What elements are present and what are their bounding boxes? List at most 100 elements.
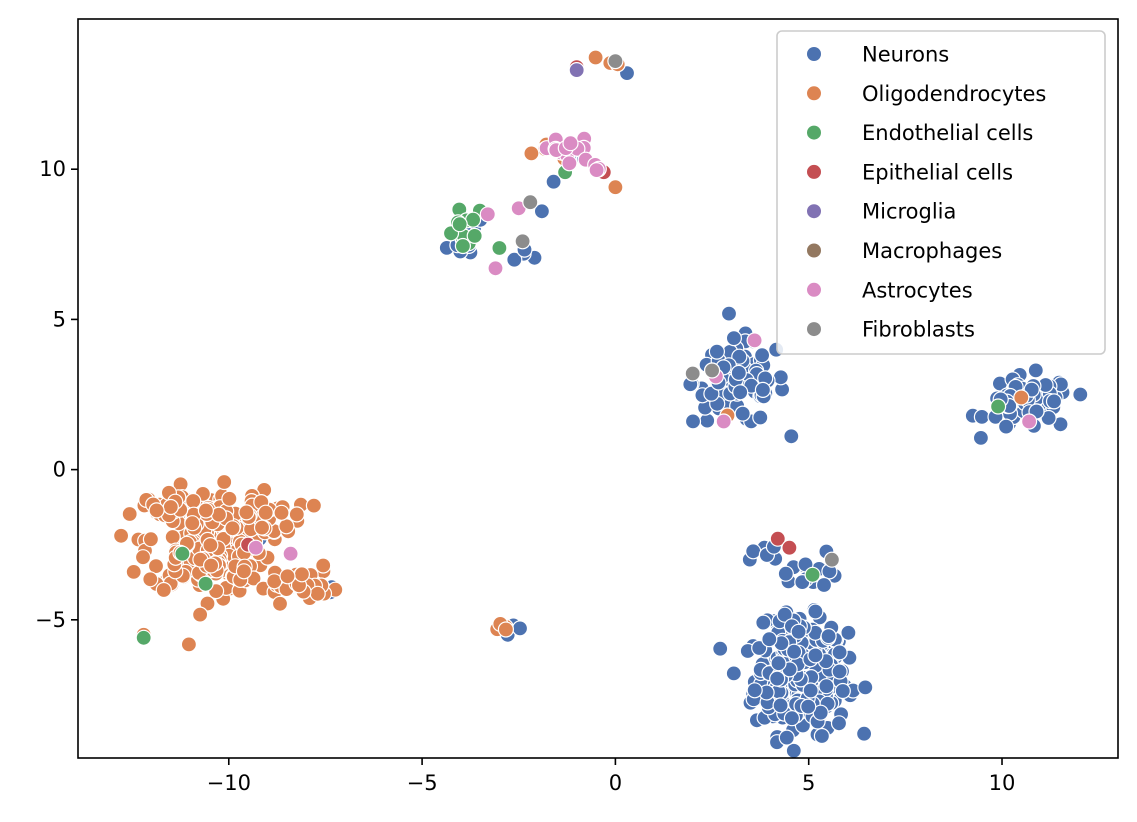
data-point [607, 179, 624, 196]
legend: Neurons Oligodendrocytes Endothelial cells… [776, 30, 1106, 355]
data-point [305, 497, 322, 514]
data-point [834, 682, 851, 700]
data-point [293, 566, 310, 583]
data-point [725, 330, 743, 347]
data-point [730, 364, 747, 381]
data-point [271, 595, 289, 612]
data-point [522, 194, 539, 211]
data-point [770, 655, 787, 672]
data-point [746, 332, 763, 349]
data-point [823, 551, 841, 568]
data-point [180, 636, 197, 653]
data-point [708, 343, 726, 360]
series-endothelial-cells [135, 164, 1007, 646]
y-axis: −5 0 5 10 [35, 157, 78, 632]
y-tick-label: 5 [53, 307, 66, 331]
data-point [192, 606, 209, 623]
data-point [479, 206, 496, 223]
data-point [216, 473, 233, 491]
data-point [174, 545, 191, 562]
data-point [587, 49, 604, 66]
x-axis: −10 −5 0 5 10 [207, 758, 1015, 795]
data-point [125, 563, 142, 581]
data-point [197, 502, 214, 519]
x-tick-label: 0 [609, 771, 622, 795]
data-point [818, 678, 835, 695]
legend-marker [807, 282, 821, 297]
legend-label: Macrophages [862, 239, 1002, 263]
data-point [746, 682, 763, 699]
data-point [804, 566, 821, 583]
data-point [751, 639, 768, 657]
data-point [465, 211, 482, 228]
data-point [776, 606, 793, 623]
legend-marker [807, 243, 821, 258]
data-point [761, 631, 778, 648]
data-point [769, 670, 786, 687]
legend-item: Microglia [807, 200, 956, 224]
data-point [997, 418, 1015, 435]
data-point [831, 663, 848, 680]
data-point [568, 61, 585, 79]
data-point [184, 515, 201, 532]
data-point [224, 520, 241, 537]
legend-label: Endothelial cells [862, 121, 1033, 145]
data-point [754, 381, 772, 398]
data-point [112, 527, 130, 544]
data-point [777, 565, 794, 582]
data-point [202, 536, 219, 554]
series-fibroblasts [514, 52, 841, 568]
legend-marker [807, 164, 821, 179]
series-microglia [568, 61, 585, 79]
plot-frame [77, 18, 1119, 759]
legend-marker [807, 47, 821, 61]
legend-label: Oligodendrocytes [862, 82, 1046, 106]
data-point [772, 369, 789, 386]
data-point [855, 725, 873, 742]
data-point [607, 52, 624, 70]
legend-marker [807, 322, 821, 337]
legend-label: Microglia [862, 200, 956, 224]
data-point [309, 585, 326, 602]
data-point [755, 614, 772, 631]
data-point [562, 135, 579, 152]
data-point [279, 568, 296, 585]
data-point [142, 531, 159, 548]
legend-marker [807, 86, 821, 101]
data-point [989, 398, 1007, 415]
legend-label: Fibroblasts [862, 318, 975, 342]
data-point [454, 237, 471, 255]
data-point [820, 627, 837, 645]
data-point [203, 557, 220, 574]
data-point [199, 595, 216, 612]
data-point [491, 239, 508, 257]
data-point [783, 710, 801, 727]
data-point [800, 698, 817, 715]
data-point [497, 621, 514, 638]
data-point [712, 640, 729, 657]
x-tick-label: −10 [207, 771, 251, 795]
data-point [732, 384, 749, 401]
data-point [257, 504, 274, 521]
data-point [561, 155, 578, 172]
y-tick-label: −5 [35, 608, 66, 632]
data-point [781, 539, 798, 556]
data-point [514, 233, 531, 250]
data-point [1045, 393, 1063, 410]
data-point [830, 715, 848, 732]
data-point [523, 145, 540, 162]
data-point [533, 203, 551, 220]
legend-item: Epithelial cells [807, 160, 1013, 184]
data-point [1072, 386, 1089, 403]
data-point [752, 409, 769, 426]
legend-marker [807, 204, 821, 219]
data-point [278, 518, 295, 535]
data-point [720, 305, 738, 322]
data-point [831, 644, 848, 661]
data-point [753, 347, 771, 364]
data-point [684, 413, 702, 430]
series-neurons [178, 64, 1089, 759]
data-point [135, 629, 152, 646]
y-tick-label: 10 [39, 157, 66, 181]
